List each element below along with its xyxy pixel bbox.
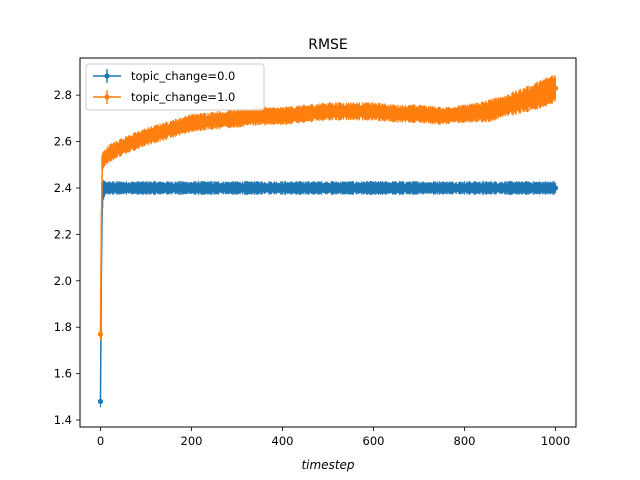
legend-label: topic_change=1.0 bbox=[131, 90, 235, 104]
series-1 bbox=[97, 179, 559, 408]
data-point bbox=[552, 185, 559, 191]
x-tick-label: 400 bbox=[272, 434, 294, 448]
legend-box bbox=[85, 63, 265, 111]
y-tick-label: 2.6 bbox=[54, 135, 72, 149]
legend-swatch-marker bbox=[104, 94, 110, 100]
data-point bbox=[97, 398, 104, 405]
x-tick-label: 0 bbox=[97, 434, 104, 448]
data-point bbox=[552, 85, 559, 91]
y-tick-label: 2.4 bbox=[54, 181, 72, 195]
y-tick-label: 1.8 bbox=[54, 320, 72, 334]
legend-label: topic_change=0.0 bbox=[131, 69, 235, 83]
x-tick-label: 800 bbox=[454, 434, 476, 448]
x-tick-label: 1000 bbox=[541, 434, 570, 448]
series-line bbox=[99, 87, 556, 335]
series-line bbox=[99, 187, 556, 402]
y-tick-label: 1.4 bbox=[54, 413, 72, 427]
x-tick-label: 200 bbox=[181, 434, 203, 448]
legend-swatch-marker bbox=[104, 73, 110, 79]
legend: topic_change=0.0 topic_change=1.0 bbox=[85, 63, 265, 111]
legend-item: topic_change=1.0 bbox=[93, 90, 235, 104]
plot-frame bbox=[79, 57, 577, 428]
series-2 bbox=[97, 75, 559, 341]
axis-ticks: 0 200 400 600 800 1000 1.4 1.6 1.8 2.0 2.2 2.4 2.6 2.… bbox=[54, 88, 570, 448]
y-tick-label: 2.2 bbox=[54, 227, 72, 241]
y-tick-label: 2.8 bbox=[54, 88, 72, 102]
x-axis-label: timestep bbox=[301, 458, 354, 472]
chart-title: RMSE bbox=[308, 37, 348, 53]
y-tick-label: 2.0 bbox=[54, 274, 72, 288]
legend-item: topic_change=0.0 bbox=[93, 69, 235, 83]
data-point bbox=[97, 331, 104, 337]
x-tick-label: 600 bbox=[363, 434, 385, 448]
plot-area bbox=[97, 75, 559, 408]
y-tick-label: 1.6 bbox=[54, 367, 72, 381]
